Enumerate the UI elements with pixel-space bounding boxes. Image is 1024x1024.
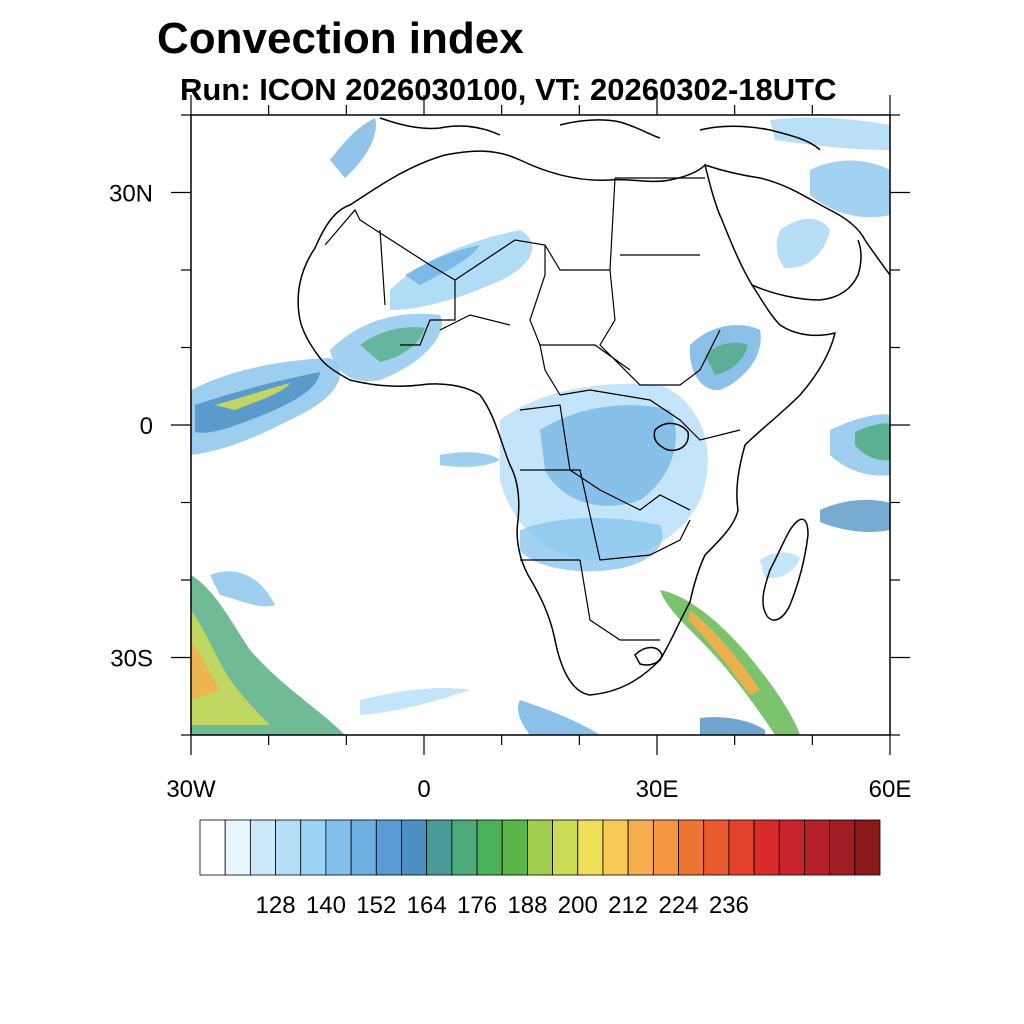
colorbar-swatch <box>829 819 856 876</box>
colorbar-label: 164 <box>407 892 447 919</box>
field-gulf <box>810 160 890 218</box>
field-south-atlantic-front-peak <box>191 640 220 700</box>
field-gulf-guinea <box>440 452 500 467</box>
field-madagascar-east <box>760 552 800 579</box>
colorbar-swatch <box>350 819 377 876</box>
field-mediterranean <box>330 118 376 178</box>
colorbar-label: 128 <box>256 892 296 919</box>
field-north-east <box>770 117 890 150</box>
arabia-coastline <box>704 164 890 301</box>
colorbar-swatch <box>627 819 654 876</box>
colorbar-label: 236 <box>709 892 749 919</box>
field-south-atlantic-front-core <box>191 610 270 725</box>
lesotho-border <box>634 646 663 666</box>
field-south-atlantic-west <box>210 571 275 607</box>
field-sahel-core <box>405 245 480 285</box>
field-far-south <box>700 717 765 735</box>
colorbar-swatch <box>753 819 780 876</box>
colorbar-label: 176 <box>457 892 497 919</box>
colorbar-swatch <box>602 819 629 876</box>
colorbar-swatch <box>527 819 553 876</box>
colorbar-label: 140 <box>306 892 346 919</box>
colorbar-label: 224 <box>658 892 698 919</box>
lat-tick-label: 30N <box>109 181 153 208</box>
colorbar-swatch <box>426 819 453 876</box>
field-atlantic-itcz-core <box>195 372 320 433</box>
colorbar-swatch <box>501 819 528 876</box>
field-indian-ocean-east-core <box>855 423 890 461</box>
africa-coastline <box>297 150 837 696</box>
lon-tick-label: 0 <box>417 776 430 803</box>
colorbar: 128 140 152 164 176 188 200 212 224 236 <box>199 819 881 919</box>
colorbar-label: 152 <box>356 892 396 919</box>
map-subtitle: Run: ICON 2026030100, VT: 20260302-18UTC <box>180 72 837 107</box>
colorbar-swatch <box>778 819 805 876</box>
field-atlantic-itcz-peak <box>215 383 290 410</box>
field-central-africa-south <box>520 518 663 572</box>
lat-tick-label: 0 <box>140 413 153 440</box>
colorbar-label: 188 <box>507 892 547 919</box>
lon-tick-label: 30W <box>166 776 216 803</box>
field-west-africa-core <box>360 327 425 362</box>
lon-tick-label: 60E <box>869 776 912 803</box>
colorbar-swatch <box>577 819 604 876</box>
axis-ticks: 30W 0 30E 60E 30N 0 30S <box>109 95 911 803</box>
field-indian-ocean-south <box>820 499 890 533</box>
colorbar-swatch <box>401 819 428 876</box>
field-south-south <box>518 700 600 735</box>
colorbar-label: 212 <box>608 892 648 919</box>
field-ethiopia-core <box>705 342 748 375</box>
colorbar-swatch <box>275 819 302 876</box>
colorbar-swatch <box>728 819 755 876</box>
field-se-africa-front-core <box>688 610 760 695</box>
field-arabia <box>776 218 830 269</box>
colorbar-swatch <box>703 819 730 876</box>
madagascar-coastline <box>762 518 809 621</box>
colorbar-swatch <box>678 819 705 876</box>
colorbar-swatch <box>375 819 402 876</box>
colorbar-swatch <box>199 819 226 876</box>
colorbar-swatch <box>804 819 831 876</box>
colorbar-swatch <box>224 819 251 876</box>
colorbar-swatch <box>300 819 327 876</box>
europe-coastline <box>379 117 821 151</box>
field-sahel-band <box>390 230 533 310</box>
lat-tick-label: 30S <box>110 646 153 673</box>
field-central-africa-core <box>540 405 676 506</box>
colorbar-swatch <box>249 819 276 876</box>
country-borders <box>324 177 741 641</box>
colorbar-swatch <box>451 819 478 876</box>
colorbar-swatch <box>476 819 503 876</box>
map-title: Convection index <box>157 14 524 63</box>
field-south-atlantic-east <box>360 688 470 715</box>
lon-tick-label: 30E <box>636 776 679 803</box>
colorbar-label: 200 <box>558 892 598 919</box>
convection-field <box>191 117 890 735</box>
coastlines <box>297 117 890 696</box>
lake-victoria <box>653 422 689 452</box>
colorbar-swatch <box>325 819 352 876</box>
colorbar-swatch <box>854 819 881 876</box>
colorbar-swatch <box>652 819 679 876</box>
colorbar-swatch <box>552 819 579 876</box>
